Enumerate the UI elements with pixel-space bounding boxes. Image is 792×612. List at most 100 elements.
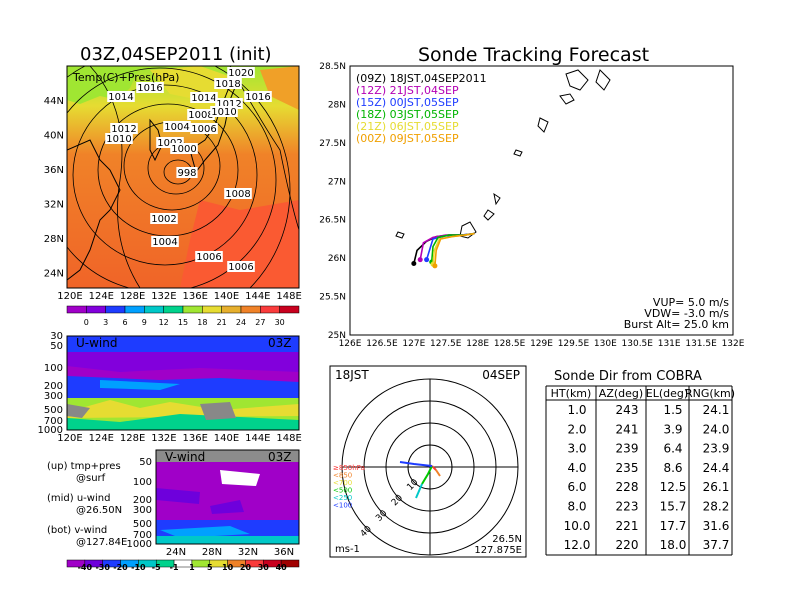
table-row: 6.0 228 12.5 26.1: [567, 480, 729, 494]
tracking-lon-label: 130E: [594, 339, 617, 349]
isobar-label-bg: [156, 137, 184, 148]
polar-level-label: <100: [333, 502, 352, 510]
table-row: 12.0 220 18.0 37.7: [564, 538, 730, 552]
table-cell: 243: [616, 403, 639, 417]
table-header-cell: RNG(km): [685, 387, 735, 400]
colorbar-swatch: [202, 305, 222, 314]
note-mid-sub: @26.50N: [76, 505, 122, 516]
v-wind-x-ticks: 24N 28N 32N 36N: [166, 547, 294, 558]
tracking-lon-label: 129E: [530, 339, 553, 349]
isobar-label-text: 998: [177, 168, 196, 179]
isobar-label-text: 1004: [152, 237, 177, 248]
temperature-colorbar-ticks: 0 3 6 9 12 15 18 21 24 27 30: [84, 318, 285, 327]
table-row: 1.0 243 1.5 24.1: [567, 403, 729, 417]
u-wind-label: U-wind: [76, 336, 117, 350]
tracking-legend: (09Z) 18JST,04SEP2011(12Z) 21JST,04SEP(1…: [356, 72, 487, 145]
table-header-cell: AZ(deg): [599, 387, 643, 400]
colorbar-tick: 9: [142, 318, 147, 327]
colorbar-tick: 1: [189, 563, 195, 572]
map-lon-label: 132E: [151, 291, 176, 302]
note-bot-sub: @127.84E: [76, 537, 127, 548]
polar-unit: ms-1: [335, 544, 360, 555]
isobar-label-bg: [210, 106, 238, 117]
isobar-label: 1010: [105, 133, 133, 145]
vup-text: VUP= 5.0 m/s: [653, 296, 729, 309]
polar-date: 04SEP: [482, 368, 520, 382]
v-y-tick: 100: [133, 477, 152, 488]
v-y-tick: 300: [133, 505, 152, 516]
u-y-tick: 500: [44, 405, 63, 416]
table-header-cell: EL(deg): [646, 387, 688, 400]
table-cell: 6.0: [567, 480, 586, 494]
table-title: Sonde Dir from COBRA: [554, 369, 702, 384]
table-cell: 23.9: [703, 442, 730, 456]
tracking-lat-label: 26N: [328, 254, 346, 264]
u-x-tick: 124E: [89, 433, 114, 444]
colorbar-tick: -30: [95, 563, 110, 572]
isobar-label: 1004: [163, 121, 191, 133]
colorbar-tick: -10: [131, 563, 146, 572]
isobar-label: 1006: [190, 123, 218, 135]
colorbar-swatch: [66, 305, 87, 314]
tracking-lon-label: 131E: [658, 339, 681, 349]
tracking-lon-label: 128.5E: [494, 339, 526, 349]
isobar-label: 1010: [210, 106, 238, 118]
map-lon-label: 124E: [89, 291, 114, 302]
colorbar-tick: 40: [276, 563, 288, 572]
v-x-tick: 36N: [274, 547, 294, 558]
tracking-lon-label: 127.5E: [430, 339, 462, 349]
table-row: 10.0 221 17.7 31.6: [564, 519, 730, 533]
table-cell: 220: [616, 538, 639, 552]
u-wind-time: 03Z: [268, 336, 292, 350]
table-cell: 6.4: [663, 442, 682, 456]
v-x-tick: 32N: [238, 547, 258, 558]
isobar-label: 1016: [136, 82, 164, 94]
tracking-legend-entry: (15Z) 00JST,05SEP: [356, 96, 459, 109]
v-x-tick: 24N: [166, 547, 186, 558]
isobar-label-text: 1006: [196, 252, 221, 263]
table-cell: 24.4: [703, 461, 730, 475]
tracking-lon-label: 128E: [466, 339, 489, 349]
isobar-label: 1020: [227, 67, 255, 79]
track-end-point: [411, 261, 417, 267]
isobar-label-bg: [215, 98, 243, 109]
u-y-tick: 300: [44, 391, 63, 402]
map-lat-label: 36N: [44, 165, 64, 176]
colorbar-tick: 24: [236, 318, 246, 327]
map-title: 03Z,04SEP2011 (init): [80, 44, 272, 65]
u-wind-x-ticks: 120E 124E 128E 132E 136E 140E 144E 148E: [57, 433, 302, 444]
tracking-lon-label: 132E: [722, 339, 745, 349]
u-wind-section: [66, 335, 300, 431]
tracking-lat-label: 27N: [328, 177, 346, 187]
table-rows: 1.0 243 1.5 24.1 2.0 241 3.9 24.0 3.0 239 6.4 23.9 4…: [564, 403, 730, 552]
map-lon-label: 144E: [245, 291, 270, 302]
table-cell: 1.0: [567, 403, 586, 417]
tracking-lat-label: 25.5N: [319, 293, 346, 303]
isobar-label-bg: [163, 121, 191, 132]
map-lat-label: 40N: [44, 131, 64, 142]
isobar-label-bg: [150, 213, 178, 224]
table-cell: 8.0: [567, 500, 586, 514]
isobar-label-text: 1008: [188, 110, 213, 121]
v-x-tick: 28N: [202, 547, 222, 558]
isobar-label-bg: [151, 236, 179, 247]
colorbar-swatch: [240, 305, 261, 314]
table-cell: 18.0: [660, 538, 687, 552]
colorbar-tick: 21: [217, 318, 227, 327]
isobar-label-text: 1016: [245, 92, 270, 103]
table-cell: 15.7: [660, 500, 687, 514]
note-bot: (bot) v-wind: [47, 525, 107, 536]
table-cell: 2.0: [567, 422, 586, 436]
map-lat-label: 44N: [44, 96, 64, 107]
temperature-colorbar: [66, 305, 300, 314]
colorbar-tick: -5: [152, 563, 161, 572]
table-cell: 12.5: [660, 480, 687, 494]
map-lon-label: 140E: [214, 291, 239, 302]
polar-time: 18JST: [335, 368, 369, 382]
map-lat-label: 24N: [44, 269, 64, 280]
wind-colorbar-ticks: -40 -30 -20 -10 -5 -1 1 5 10 20 30 40: [78, 563, 288, 572]
colorbar-swatch: [221, 305, 242, 314]
tracking-lat-label: 28.5N: [319, 62, 346, 72]
isobar-label: 998: [176, 167, 198, 179]
track-end-point: [417, 257, 423, 263]
